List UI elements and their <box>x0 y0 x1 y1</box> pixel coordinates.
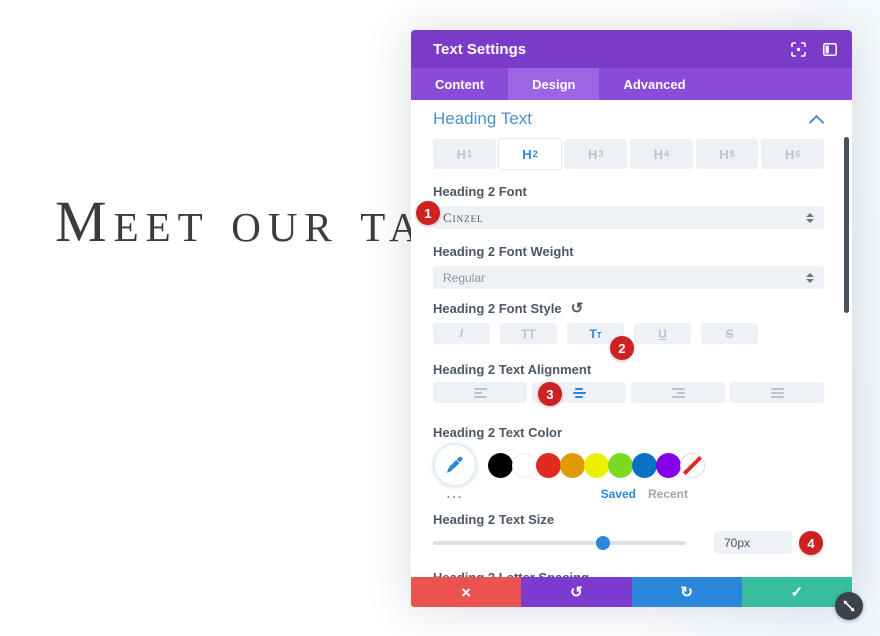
check-icon: ✓ <box>790 584 804 601</box>
reset-icon[interactable]: ↺ <box>570 299 584 317</box>
text-color-label: Heading 2 Text Color <box>433 424 563 440</box>
text-settings-modal: Text Settings Content Design Advanced He… <box>411 30 852 607</box>
text-color-row <box>433 443 824 487</box>
tab-content[interactable]: Content <box>435 76 485 92</box>
tab-bar: Content Design Advanced <box>411 68 852 100</box>
annotation-badge-4: 4 <box>799 531 823 555</box>
color-swatches <box>488 452 705 478</box>
undo-icon: ↺ <box>570 584 583 601</box>
modal-footer: × ↺ ↻ ✓ <box>411 577 852 607</box>
annotation-badge-3: 3 <box>538 382 562 406</box>
text-alignment-label: Heading 2 Text Alignment <box>433 361 592 377</box>
style-smallcaps-button[interactable]: Tt <box>567 323 624 344</box>
align-left-button[interactable] <box>433 382 527 403</box>
style-underline-button[interactable]: U <box>634 323 691 344</box>
eyedropper-icon <box>447 456 463 473</box>
annotation-badge-1: 1 <box>416 201 440 225</box>
dropdown-arrows-icon <box>806 212 814 223</box>
swatch-white[interactable] <box>512 452 537 478</box>
save-button[interactable]: ✓ <box>741 577 852 607</box>
align-right-icon <box>671 387 685 398</box>
text-alignment-group <box>433 382 824 403</box>
annotation-badge-2: 2 <box>610 336 634 360</box>
recent-colors-link[interactable]: Recent <box>647 487 688 501</box>
swatch-red[interactable] <box>536 452 561 478</box>
slider-handle[interactable] <box>595 536 610 550</box>
style-italic-button[interactable]: I <box>433 323 490 344</box>
tab-advanced[interactable]: Advanced <box>623 76 686 92</box>
resize-diagonal-icon <box>843 600 855 612</box>
style-strikethrough-button[interactable]: S <box>701 323 758 344</box>
swatch-none[interactable] <box>680 452 705 478</box>
section-title: Heading Text <box>433 109 532 128</box>
focus-icon[interactable] <box>790 41 806 57</box>
saved-colors-link[interactable]: Saved <box>600 487 636 501</box>
font-weight-select-value: Regular <box>443 270 486 285</box>
swatch-black[interactable] <box>488 452 513 478</box>
align-justify-icon <box>770 387 784 398</box>
swatch-purple[interactable] <box>656 452 681 478</box>
align-left-icon <box>473 387 487 398</box>
swatch-green[interactable] <box>608 452 633 478</box>
style-uppercase-button[interactable]: TT <box>500 323 557 344</box>
resize-handle[interactable] <box>835 592 863 620</box>
font-style-group: I TT Tt U S <box>433 323 824 344</box>
redo-icon: ↻ <box>680 584 693 601</box>
text-size-row <box>433 531 824 554</box>
more-options-dots[interactable]: ... <box>446 486 464 501</box>
eyedropper-button[interactable] <box>433 443 477 487</box>
font-label: Heading 2 Font <box>433 183 527 199</box>
color-links-row: ... Saved Recent <box>433 487 824 501</box>
sidebar-layout-icon[interactable] <box>822 41 838 57</box>
align-center-icon <box>572 387 586 398</box>
undo-button[interactable]: ↺ <box>521 577 632 607</box>
scrollbar[interactable] <box>844 137 849 313</box>
text-size-slider[interactable] <box>433 531 686 554</box>
close-icon: × <box>461 582 472 602</box>
align-justify-button[interactable] <box>730 382 824 403</box>
text-size-input[interactable] <box>714 531 792 554</box>
swatch-orange[interactable] <box>560 452 585 478</box>
font-weight-label: Heading 2 Font Weight <box>433 243 574 259</box>
text-size-label: Heading 2 Text Size <box>433 511 555 527</box>
font-style-label: Heading 2 Font Style ↺ <box>433 299 584 317</box>
discard-button[interactable]: × <box>411 577 522 607</box>
slider-track[interactable] <box>433 541 686 545</box>
section-heading-text[interactable]: Heading Text <box>433 100 825 130</box>
tab-design[interactable]: Design <box>508 68 600 100</box>
font-select-value: Cinzel <box>443 209 484 225</box>
swatch-blue[interactable] <box>632 452 657 478</box>
dropdown-arrows-icon <box>806 272 814 283</box>
modal-title: Text Settings <box>433 40 527 58</box>
font-select[interactable]: Cinzel <box>433 206 824 229</box>
letter-spacing-label: Heading 2 Letter Spacing <box>433 570 824 577</box>
align-right-button[interactable] <box>631 382 725 403</box>
chevron-up-icon[interactable] <box>808 114 825 130</box>
swatch-yellow[interactable] <box>584 452 609 478</box>
font-weight-select[interactable]: Regular <box>433 266 824 289</box>
redo-button[interactable]: ↻ <box>631 577 742 607</box>
modal-header: Text Settings <box>411 30 852 68</box>
